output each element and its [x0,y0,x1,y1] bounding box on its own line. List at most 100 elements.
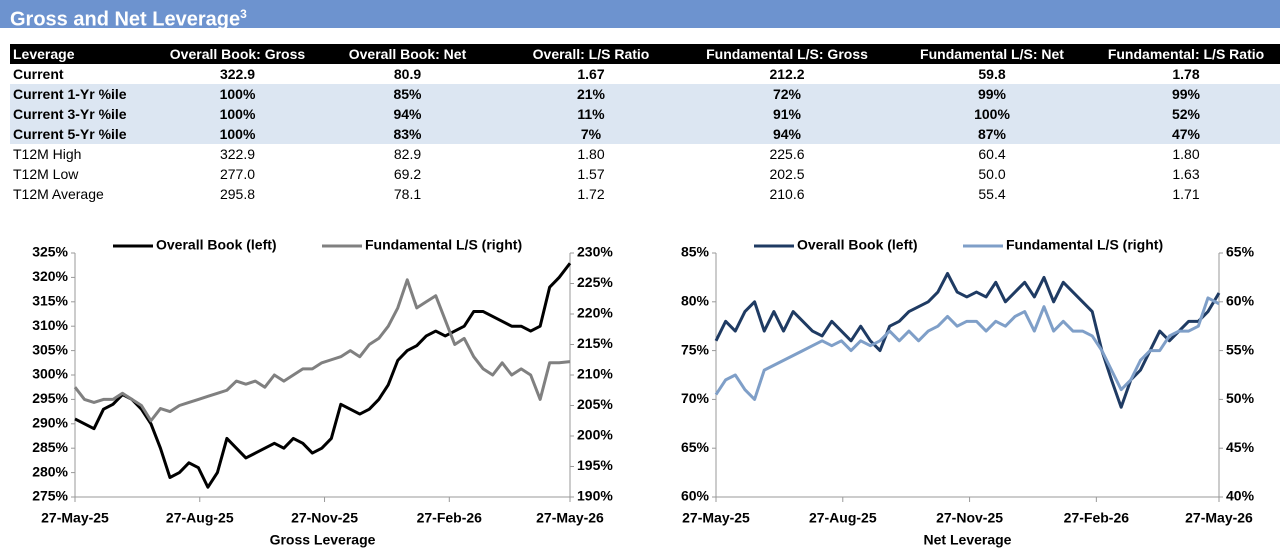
table-row: T12M High 322.9 82.9 1.80 225.6 60.4 1.80 [10,144,1280,164]
table-cell: 100% [160,84,315,104]
y2-tick-label: 210% [577,366,613,382]
table-cell: 322.9 [219,146,256,162]
table-cell: 1.67 [577,66,605,82]
y-tick-label: 290% [32,415,68,431]
column-header: Fundamental: L/S Ratio [1092,44,1280,64]
legend-label: Overall Book (left) [797,237,918,253]
column-header: Overall: L/S Ratio [500,44,682,64]
y-tick-label: 310% [32,317,68,333]
table-cell: 100% [892,104,1092,124]
row-label: Current 5-Yr %ile [10,124,160,144]
y-tick-label: 295% [32,390,68,406]
table-cell: 78.1 [393,186,422,202]
table-cell: 47% [1092,124,1280,144]
table-row: Current 3-Yr %ile 100% 94% 11% 91% 100% 52% [10,104,1280,124]
y2-tick-label: 55% [1226,341,1255,357]
y2-tick-label: 225% [577,274,613,290]
table-cell: 1.72 [577,186,605,202]
y-tick-label: 80% [681,293,710,309]
column-header: Fundamental L/S: Net [892,44,1092,64]
table-cell: 69.2 [393,166,422,182]
y-tick-label: 315% [32,293,68,309]
table-cell: 7% [500,124,682,144]
y2-tick-label: 215% [577,335,613,351]
x-tick-label: 27-May-26 [536,510,604,526]
column-header: Overall Book: Gross [160,44,315,64]
table-cell: 94% [682,124,892,144]
table-cell: 1.71 [1172,186,1200,202]
legend-label: Fundamental L/S (right) [365,237,522,253]
y-tick-label: 325% [32,244,68,260]
series-line [74,262,572,489]
table-cell: 80.9 [393,66,422,82]
table-cell: 210.6 [769,186,805,202]
table-cell: 52% [1092,104,1280,124]
table-cell: 72% [682,84,892,104]
table-body: Current 322.9 80.9 1.67 212.2 59.8 1.78 Current… [10,64,1280,204]
table-cell: 59.8 [978,66,1006,82]
table-cell: 21% [500,84,682,104]
table-cell: 202.5 [769,166,805,182]
table-cell: 11% [500,104,682,124]
y2-tick-label: 205% [577,396,613,412]
row-label: T12M High [13,146,82,162]
x-tick-label: 27-May-25 [682,510,750,526]
table-row: Current 5-Yr %ile 100% 83% 7% 94% 87% 47% [10,124,1280,144]
table-cell: 1.57 [577,166,605,182]
table-cell: 60.4 [978,146,1006,162]
table-cell: 99% [1092,84,1280,104]
y-tick-label: 70% [681,390,710,406]
y2-tick-label: 220% [577,305,613,321]
header-bar: Gross and Net Leverage3 [0,0,1280,31]
row-label: Current 1-Yr %ile [10,84,160,104]
series-line [714,296,1220,401]
y-tick-label: 75% [681,341,710,357]
y2-tick-label: 40% [1226,488,1255,504]
x-tick-label: 27-Feb-26 [1064,510,1130,526]
table-cell: 1.80 [1172,146,1200,162]
x-tick-label: 27-Aug-25 [809,510,877,526]
y2-tick-label: 195% [577,457,613,473]
table-header-row: Leverage Overall Book: Gross Overall Book:… [10,44,1280,64]
y-tick-label: 320% [32,268,68,284]
y-tick-label: 85% [681,244,710,260]
series-line [714,272,1221,409]
table-cell: 100% [160,124,315,144]
table-cell: 99% [892,84,1092,104]
row-label: Current [13,66,64,82]
x-tick-label: 27-Nov-25 [291,510,358,526]
leverage-table: Leverage Overall Book: Gross Overall Book:… [10,44,1280,204]
y-tick-label: 305% [32,341,68,357]
table-cell: 1.80 [577,146,605,162]
column-header: Overall Book: Net [315,44,500,64]
table-cell: 55.4 [978,186,1006,202]
table-cell: 100% [160,104,315,124]
x-tick-label: 27-May-26 [1185,510,1253,526]
y-tick-label: 275% [32,488,68,504]
table-row: T12M Average 295.8 78.1 1.72 210.6 55.4 1.71 [10,184,1280,204]
x-tick-label: 27-Aug-25 [166,510,234,526]
x-tick-label: 27-Nov-25 [936,510,1003,526]
table-cell: 91% [682,104,892,124]
row-label: T12M Low [13,166,79,182]
legend-label: Overall Book (left) [156,237,277,253]
header-superscript: 3 [240,7,247,21]
table-cell: 82.9 [393,146,422,162]
table-cell: 94% [315,104,500,124]
table-row: T12M Low 277.0 69.2 1.57 202.5 50.0 1.63 [10,164,1280,184]
table-cell: 85% [315,84,500,104]
y2-tick-label: 60% [1226,293,1255,309]
header-title: Gross and Net Leverage [10,8,241,31]
series-line [73,278,571,423]
legend-label: Fundamental L/S (right) [1006,237,1163,253]
table-cell: 87% [892,124,1092,144]
y2-tick-label: 200% [577,427,613,443]
table-cell: 225.6 [769,146,805,162]
table-cell: 1.78 [1172,66,1200,82]
row-label: Current 3-Yr %ile [10,104,160,124]
y2-tick-label: 50% [1226,390,1255,406]
table-cell: 1.63 [1172,166,1200,182]
table-cell: 212.2 [769,66,805,82]
table-cell: 295.8 [219,186,256,202]
y2-tick-label: 65% [1226,244,1255,260]
